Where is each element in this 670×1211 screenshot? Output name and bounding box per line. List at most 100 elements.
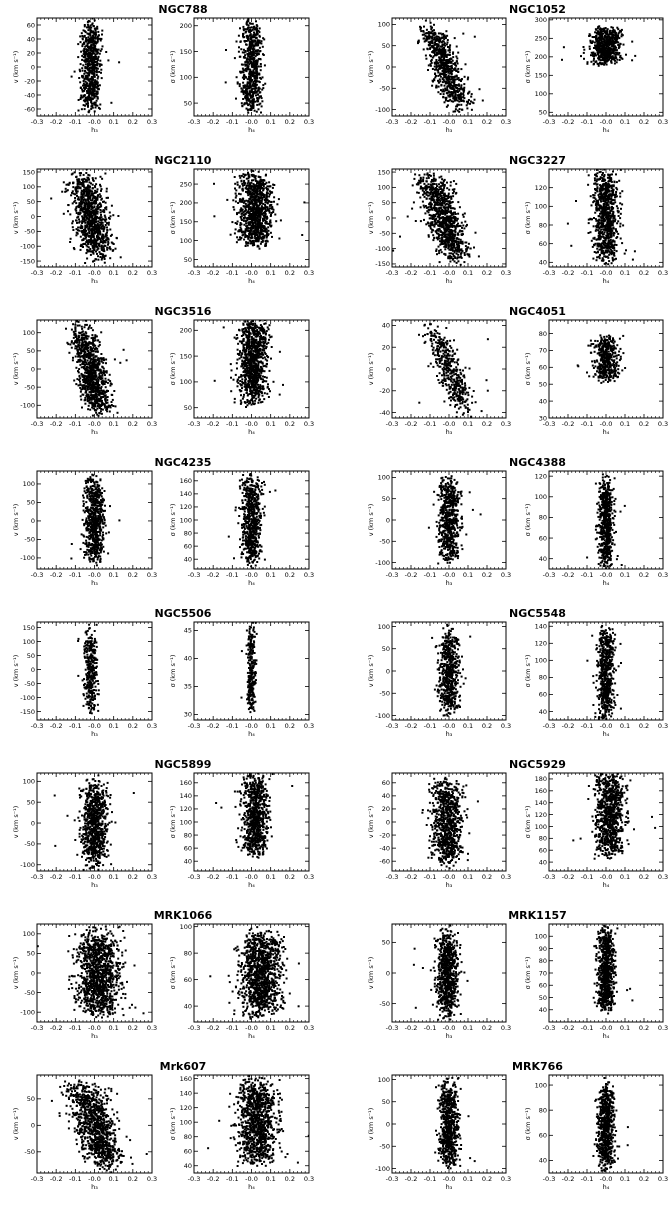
data-point [262, 226, 265, 229]
data-point [268, 193, 271, 196]
data-point [616, 58, 619, 61]
data-point [277, 198, 280, 201]
data-point [96, 104, 99, 107]
data-point [254, 84, 257, 87]
data-point [258, 39, 261, 42]
data-point [251, 193, 254, 196]
data-point [599, 27, 602, 30]
data-point [114, 247, 117, 250]
data-point [453, 88, 456, 91]
data-point [233, 57, 236, 60]
data-point [613, 62, 616, 65]
data-point [610, 61, 613, 64]
data-point [99, 39, 102, 42]
data-point [602, 43, 605, 46]
data-point [457, 83, 460, 86]
data-point [237, 211, 240, 214]
data-point [259, 178, 262, 181]
data-point [243, 86, 246, 89]
y-tick-label: 0 [31, 63, 35, 71]
data-point [586, 62, 589, 65]
data-point [620, 28, 623, 31]
data-point [460, 99, 463, 102]
data-point [442, 71, 445, 74]
data-point [94, 189, 97, 192]
data-point [82, 29, 85, 32]
data-point [84, 194, 87, 197]
data-point [441, 55, 444, 58]
data-point [611, 51, 614, 54]
x-tick-label: -0.1 [581, 118, 594, 126]
data-point [90, 220, 93, 223]
data-point [594, 52, 596, 55]
point-cloud [417, 19, 484, 113]
data-point [460, 96, 463, 99]
data-point [583, 57, 585, 60]
data-point [605, 37, 608, 40]
data-point [440, 50, 443, 53]
data-point [593, 55, 595, 57]
data-point [97, 228, 100, 231]
data-point [93, 66, 96, 69]
data-point [249, 84, 252, 87]
data-point [102, 230, 105, 233]
data-point [86, 257, 89, 260]
data-point [419, 28, 422, 31]
data-point [234, 200, 237, 203]
y-tick-label: 200 [180, 199, 192, 207]
data-point [252, 102, 255, 105]
data-point [248, 103, 251, 106]
data-point [252, 103, 255, 106]
data-point [96, 229, 99, 232]
x-tick-label: 0.2 [285, 269, 295, 277]
data-point [89, 199, 92, 202]
data-point [264, 240, 267, 243]
data-point [610, 60, 613, 63]
x-axis-label: h₄ [248, 277, 255, 285]
data-point [91, 83, 94, 86]
data-point [101, 218, 104, 221]
data-point [592, 51, 595, 54]
data-point [87, 25, 90, 28]
data-point [250, 229, 253, 232]
data-point [601, 53, 604, 56]
data-point [269, 215, 272, 217]
data-point [431, 56, 434, 59]
data-point [246, 191, 249, 194]
data-point [458, 89, 461, 92]
data-point [67, 210, 69, 213]
data-point [252, 73, 255, 76]
data-point [249, 236, 252, 239]
data-point [86, 176, 89, 179]
data-point [80, 197, 83, 199]
data-point [104, 219, 107, 221]
data-point [463, 89, 466, 92]
data-point [458, 93, 461, 96]
data-point [82, 233, 85, 236]
data-point [268, 211, 271, 214]
data-point [608, 47, 611, 50]
data-point [254, 215, 257, 218]
data-point [580, 55, 582, 58]
data-point [448, 47, 451, 50]
data-point [595, 35, 598, 38]
data-point [87, 104, 89, 107]
data-point [446, 99, 449, 102]
data-point [450, 78, 453, 81]
data-point [249, 33, 252, 36]
data-point [96, 212, 99, 215]
data-point [593, 57, 595, 60]
data-point [81, 90, 84, 93]
data-point [251, 236, 254, 239]
data-point [417, 181, 420, 184]
data-point [265, 193, 268, 196]
data-point [254, 86, 257, 89]
data-point [260, 182, 263, 185]
data-point [95, 92, 98, 95]
data-point [85, 236, 88, 239]
data-point [598, 50, 601, 53]
data-point [238, 46, 240, 49]
data-point [242, 98, 245, 100]
data-point [431, 51, 434, 53]
data-point [589, 34, 592, 37]
